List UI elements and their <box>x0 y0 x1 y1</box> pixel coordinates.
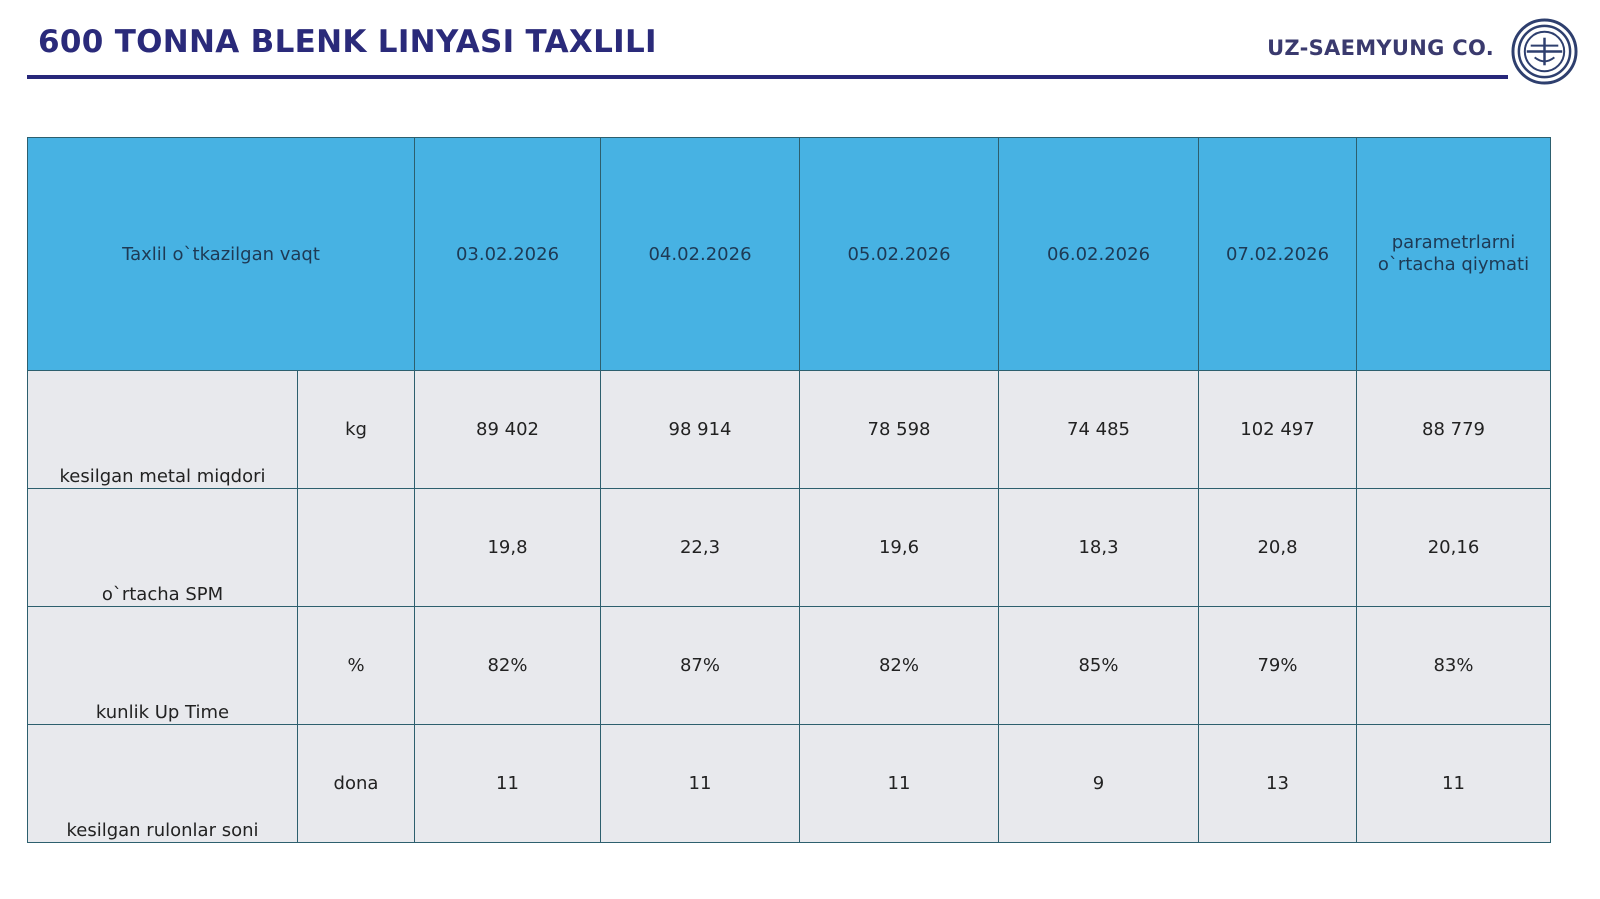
param-unit <box>297 488 415 607</box>
table-row: o`rtacha SPM 19,8 22,3 19,6 18,3 20,8 20… <box>27 488 1551 607</box>
table-cell: 13 <box>1198 724 1357 843</box>
header-date: 03.02.2026 <box>414 137 601 371</box>
header-average: parametrlarni o`rtacha qiymati <box>1356 137 1551 371</box>
table-cell: 87% <box>600 606 800 725</box>
header-date: 07.02.2026 <box>1198 137 1357 371</box>
table-cell: 98 914 <box>600 370 800 489</box>
company-name: UZ-SAEMYUNG CO. <box>1267 36 1494 60</box>
header-date: 06.02.2026 <box>998 137 1199 371</box>
average-cell: 83% <box>1356 606 1551 725</box>
table-cell: 19,6 <box>799 488 999 607</box>
average-cell: 11 <box>1356 724 1551 843</box>
table-cell: 18,3 <box>998 488 1199 607</box>
param-unit: kg <box>297 370 415 489</box>
table-cell: 11 <box>414 724 601 843</box>
page-title: 600 TONNA BLENK LINYASI TAXLILI <box>38 24 657 60</box>
header-date: 04.02.2026 <box>600 137 800 371</box>
param-name: kesilgan metal miqdori <box>27 370 298 489</box>
table-cell: 78 598 <box>799 370 999 489</box>
average-cell: 20,16 <box>1356 488 1551 607</box>
table-cell: 22,3 <box>600 488 800 607</box>
table-cell: 79% <box>1198 606 1357 725</box>
table-header-row: Taxlil o`tkazilgan vaqt 03.02.2026 04.02… <box>27 137 1551 371</box>
table-cell: 85% <box>998 606 1199 725</box>
table-cell: 102 497 <box>1198 370 1357 489</box>
table-row: kesilgan metal miqdori kg 89 402 98 914 … <box>27 370 1551 489</box>
header-date: 05.02.2026 <box>799 137 999 371</box>
table-cell: 82% <box>414 606 601 725</box>
table-cell: 11 <box>799 724 999 843</box>
table-cell: 20,8 <box>1198 488 1357 607</box>
table-cell: 19,8 <box>414 488 601 607</box>
table-cell: 82% <box>799 606 999 725</box>
param-name: kunlik Up Time <box>27 606 298 725</box>
analysis-table: Taxlil o`tkazilgan vaqt 03.02.2026 04.02… <box>27 137 1551 843</box>
table-cell: 9 <box>998 724 1199 843</box>
table-cell: 11 <box>600 724 800 843</box>
table-cell: 74 485 <box>998 370 1199 489</box>
table-cell: 89 402 <box>414 370 601 489</box>
table-row: kesilgan rulonlar soni dona 11 11 11 9 1… <box>27 724 1551 843</box>
company-emblem-icon <box>1511 18 1578 85</box>
param-name: o`rtacha SPM <box>27 488 298 607</box>
table-row: kunlik Up Time % 82% 87% 82% 85% 79% 83% <box>27 606 1551 725</box>
header-corner: Taxlil o`tkazilgan vaqt <box>27 137 415 371</box>
average-cell: 88 779 <box>1356 370 1551 489</box>
param-name: kesilgan rulonlar soni <box>27 724 298 843</box>
param-unit: % <box>297 606 415 725</box>
param-unit: dona <box>297 724 415 843</box>
title-divider <box>27 75 1508 79</box>
